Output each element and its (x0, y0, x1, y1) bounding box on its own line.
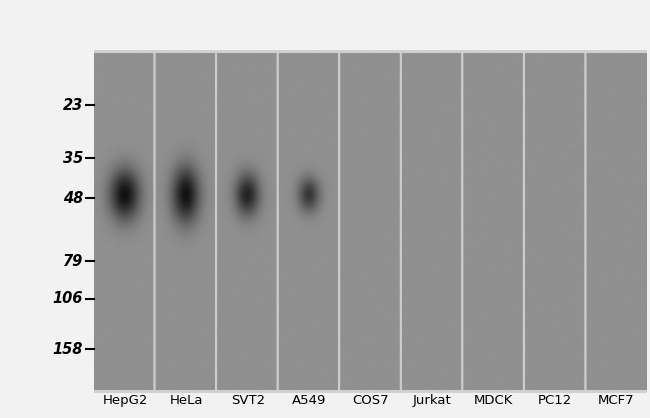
Text: 35: 35 (63, 151, 83, 166)
Text: MDCK: MDCK (474, 394, 513, 407)
Text: 158: 158 (53, 342, 83, 357)
Text: Jurkat: Jurkat (413, 394, 451, 407)
Text: 23: 23 (63, 98, 83, 113)
Text: MCF7: MCF7 (598, 394, 634, 407)
Text: COS7: COS7 (352, 394, 389, 407)
Text: 79: 79 (63, 254, 83, 269)
Text: A549: A549 (292, 394, 326, 407)
Text: HepG2: HepG2 (102, 394, 148, 407)
Text: HeLa: HeLa (170, 394, 203, 407)
Text: 48: 48 (63, 191, 83, 206)
Text: SVT2: SVT2 (231, 394, 265, 407)
Text: 106: 106 (53, 291, 83, 306)
Text: PC12: PC12 (538, 394, 572, 407)
